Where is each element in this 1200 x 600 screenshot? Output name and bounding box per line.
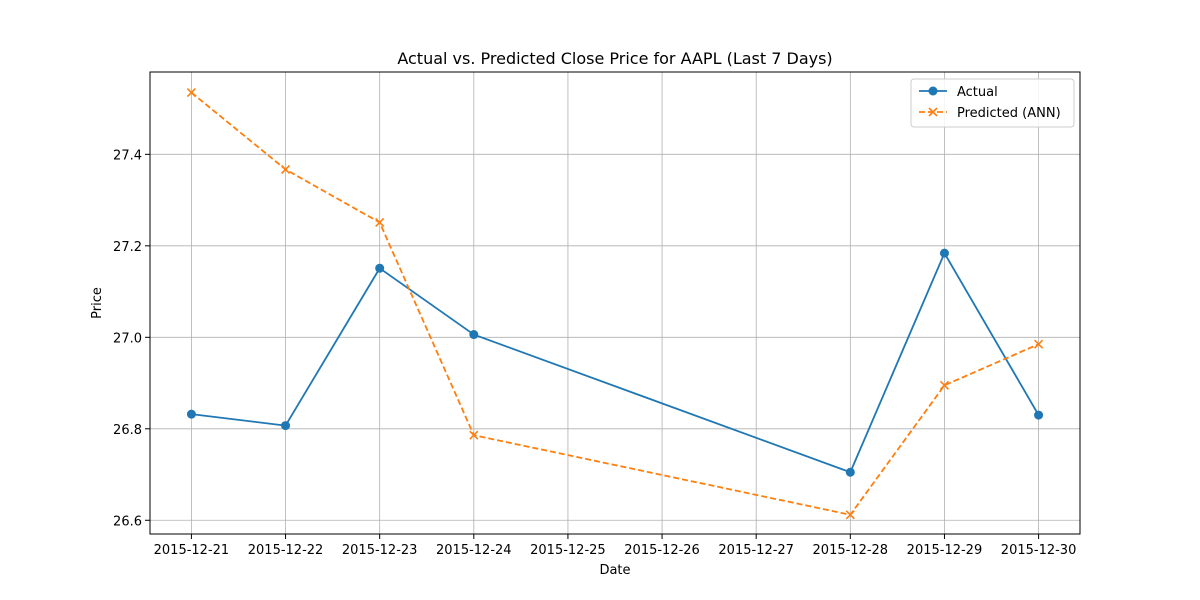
data-point-predicted-ann (845, 510, 855, 520)
legend-label-actual: Actual (957, 85, 998, 100)
legend-label-predicted: Predicted (ANN) (957, 106, 1061, 121)
y-tick-label: 27.2 (113, 240, 142, 255)
y-tick-label: 26.8 (113, 423, 142, 438)
data-point-actual (939, 248, 949, 258)
data-point-actual (375, 263, 385, 273)
legend: Actual Predicted (ANN) (910, 78, 1075, 128)
data-point-predicted-ann (1034, 339, 1044, 349)
data-point-actual (845, 467, 855, 477)
plot-frame (149, 71, 1081, 535)
data-point-actual (469, 330, 479, 340)
x-tick-label: 2015-12-26 (624, 543, 700, 558)
legend-box (910, 78, 1075, 128)
data-point-predicted-ann (469, 430, 479, 440)
y-tick-label: 27.4 (113, 148, 142, 163)
x-tick-label: 2015-12-30 (1001, 543, 1077, 558)
legend-actual-marker (928, 86, 938, 96)
y-tick-label: 26.6 (113, 514, 142, 529)
legend-predicted-marker (928, 107, 938, 117)
data-point-predicted-ann (375, 217, 385, 228)
x-tick-label: 2015-12-24 (436, 543, 512, 558)
x-tick-label: 2015-12-28 (813, 543, 889, 558)
series-layer (186, 88, 1044, 520)
grid-lines (150, 72, 1080, 534)
data-point-actual (186, 409, 196, 419)
data-point-predicted-ann (939, 380, 950, 390)
data-point-actual (1034, 410, 1044, 420)
axis-ticks: 2015-12-21 2015-12-22 2015-12-23 2015-12-24… (113, 148, 1076, 558)
data-point-predicted-ann (186, 88, 196, 98)
data-point-predicted-ann (280, 164, 291, 174)
x-tick-label: 2015-12-29 (907, 543, 983, 558)
data-point-actual (281, 421, 291, 431)
x-tick-label: 2015-12-23 (342, 543, 418, 558)
y-axis-label: Price (90, 287, 105, 319)
x-axis-label: Date (599, 563, 630, 578)
x-tick-label: 2015-12-27 (718, 543, 794, 558)
x-tick-label: 2015-12-25 (530, 543, 606, 558)
y-tick-label: 27.0 (113, 331, 142, 346)
chart-title: Actual vs. Predicted Close Price for AAP… (397, 49, 832, 68)
x-tick-label: 2015-12-21 (154, 543, 230, 558)
x-tick-label: 2015-12-22 (248, 543, 324, 558)
